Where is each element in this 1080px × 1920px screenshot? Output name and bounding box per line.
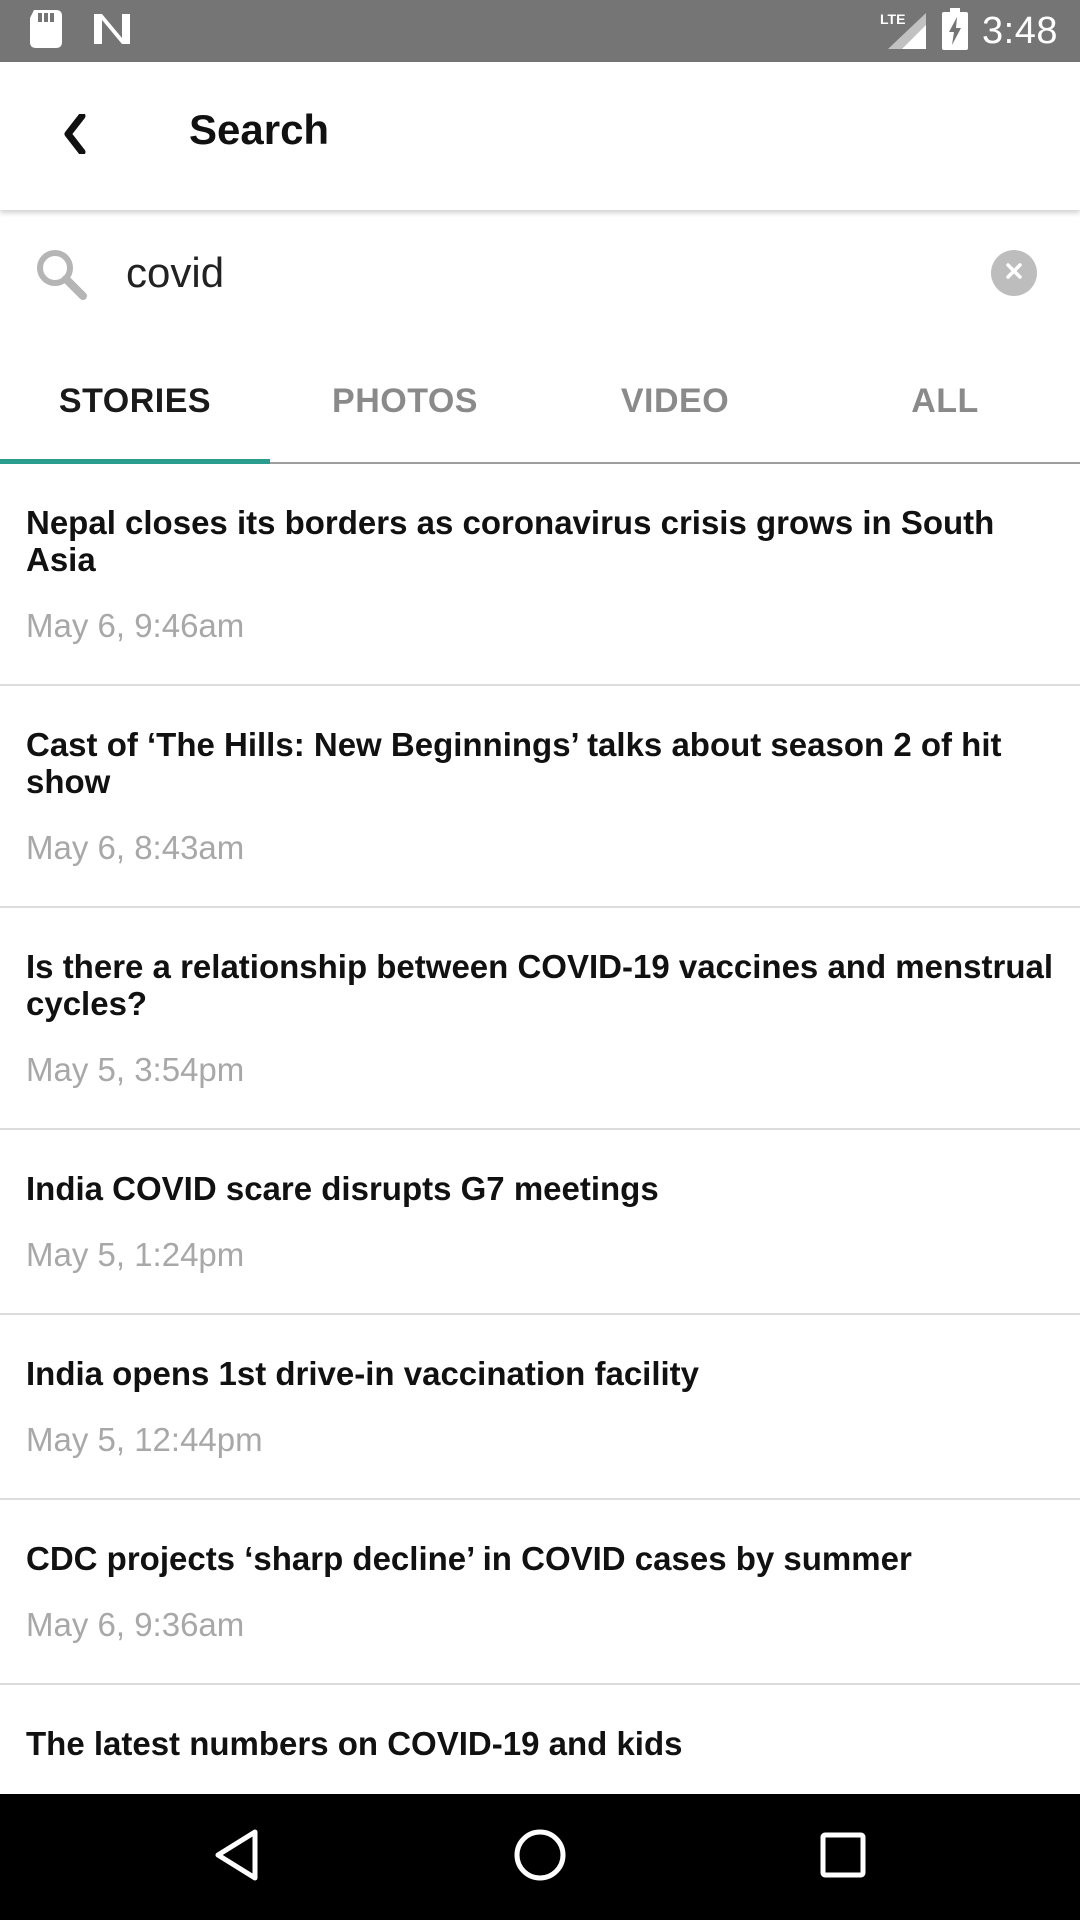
list-item[interactable]: Is there a relationship between COVID-19…: [0, 908, 1080, 1130]
clear-icon: [1004, 261, 1024, 286]
story-timestamp: May 6, 9:36am: [26, 1606, 245, 1643]
tab-bar: STORIES PHOTOS VIDEO ALL: [0, 340, 1080, 464]
list-item[interactable]: India opens 1st drive-in vaccination fac…: [0, 1315, 1080, 1500]
story-timestamp: May 5, 3:54pm: [26, 1051, 245, 1088]
tab-stories[interactable]: STORIES: [0, 340, 270, 464]
status-left-icons: [30, 9, 132, 53]
list-item[interactable]: CDC projects ‘sharp decline’ in COVID ca…: [0, 1500, 1080, 1685]
chevron-left-icon: [62, 112, 88, 159]
story-timestamp: May 6, 8:43am: [26, 829, 245, 866]
story-timestamp: May 5, 12:44pm: [26, 1421, 263, 1458]
search-bar: [0, 210, 1080, 340]
story-title: The latest numbers on COVID-19 and kids: [26, 1725, 683, 1762]
search-input[interactable]: [126, 238, 956, 308]
nav-recents-button[interactable]: [808, 1822, 878, 1892]
tab-video[interactable]: VIDEO: [620, 381, 730, 420]
clear-search-button[interactable]: [991, 250, 1037, 296]
sd-card-icon: [30, 9, 62, 53]
battery-charging-icon: [942, 7, 969, 55]
nav-back-button[interactable]: [202, 1822, 272, 1892]
list-item[interactable]: Nepal closes its borders as coronavirus …: [0, 464, 1080, 686]
search-icon: [34, 247, 88, 301]
page-title: Search: [189, 106, 330, 153]
home-circle-icon: [513, 1828, 567, 1887]
recents-square-icon: [819, 1831, 867, 1884]
story-title: Cast of ‘The Hills: New Beginnings’ talk…: [26, 726, 1002, 800]
status-bar: LTE 3:48: [0, 0, 1080, 62]
status-time: 3:48: [982, 9, 1058, 52]
story-list: Nepal closes its borders as coronavirus …: [0, 464, 1080, 1794]
back-triangle-icon: [213, 1828, 261, 1887]
story-timestamp: May 5, 1:24pm: [26, 1236, 245, 1273]
story-title: Is there a relationship between COVID-19…: [26, 948, 1054, 1022]
tab-all[interactable]: ALL: [911, 381, 979, 420]
system-nav-bar: [0, 1794, 1080, 1920]
n-notification-icon: [92, 12, 132, 51]
status-right-icons: LTE 3:48: [880, 7, 1058, 55]
list-item[interactable]: Cast of ‘The Hills: New Beginnings’ talk…: [0, 686, 1080, 908]
list-item[interactable]: The latest numbers on COVID-19 and kids: [0, 1685, 1080, 1794]
story-title: India opens 1st drive-in vaccination fac…: [26, 1355, 700, 1392]
story-title: India COVID scare disrupts G7 meetings: [26, 1170, 659, 1207]
list-item[interactable]: India COVID scare disrupts G7 meetings M…: [0, 1130, 1080, 1315]
signal-icon: LTE: [880, 11, 928, 51]
tab-photos[interactable]: PHOTOS: [332, 381, 478, 420]
back-button[interactable]: [40, 96, 110, 176]
network-type: LTE: [880, 11, 906, 27]
story-title: Nepal closes its borders as coronavirus …: [26, 504, 995, 578]
app-bar: Search: [0, 62, 1080, 210]
story-title: CDC projects ‘sharp decline’ in COVID ca…: [26, 1540, 912, 1577]
nav-home-button[interactable]: [505, 1822, 575, 1892]
story-timestamp: May 6, 9:46am: [26, 607, 245, 644]
